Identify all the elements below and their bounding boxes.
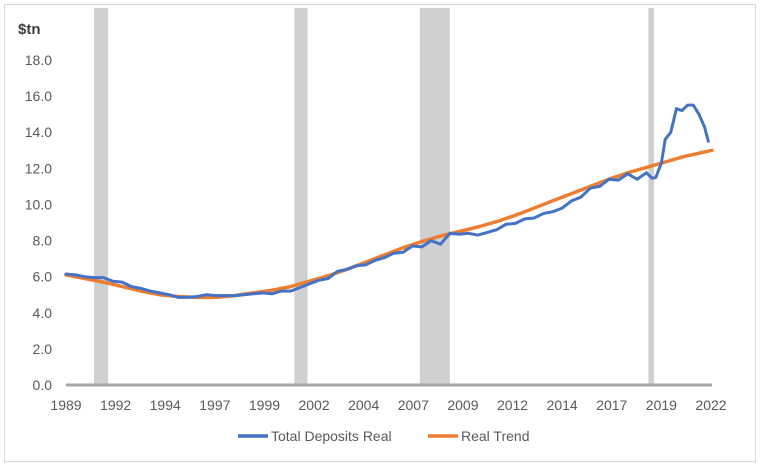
x-tick-label: 2017 xyxy=(596,397,627,413)
x-tick-label: 1994 xyxy=(150,397,181,413)
x-tick-label: 1989 xyxy=(50,397,81,413)
legend-label-1: Real Trend xyxy=(461,428,529,444)
y-tick-label: 4.0 xyxy=(33,305,53,321)
y-tick-label: 0.0 xyxy=(33,377,53,393)
y-tick-label: 10.0 xyxy=(25,196,52,212)
y-tick-label: 12.0 xyxy=(25,160,52,176)
x-tick-label: 2002 xyxy=(298,397,329,413)
y-tick-label: 8.0 xyxy=(33,233,53,249)
recession-bands xyxy=(94,8,654,385)
y-tick-label: 18.0 xyxy=(25,52,52,68)
x-tick-label: 2004 xyxy=(348,397,379,413)
x-tick-label: 2019 xyxy=(646,397,677,413)
recession-band-3 xyxy=(648,8,654,385)
y-tick-label: 14.0 xyxy=(25,124,52,140)
x-tick-label: 1992 xyxy=(100,397,131,413)
y-tick-label: 6.0 xyxy=(33,269,53,285)
x-tick-label: 2007 xyxy=(398,397,429,413)
y-axis-label: $tn xyxy=(18,21,41,38)
x-tick-label: 1997 xyxy=(199,397,230,413)
recession-band-2 xyxy=(419,8,450,385)
x-tick-label: 2012 xyxy=(497,397,528,413)
x-tick-label: 2022 xyxy=(695,397,726,413)
recession-band-0 xyxy=(94,8,109,385)
x-tick-label: 2009 xyxy=(447,397,478,413)
recession-band-1 xyxy=(294,8,308,385)
x-axis-ticks: 1989 1992 1994 1997 1999 2002 2004 2007 2009 2012… xyxy=(50,397,726,413)
x-tick-label: 1999 xyxy=(249,397,280,413)
legend: Total Deposits Real Real Trend xyxy=(238,428,529,444)
x-tick-label: 2014 xyxy=(547,397,578,413)
legend-label-0: Total Deposits Real xyxy=(271,428,392,444)
series-line-0 xyxy=(64,103,710,299)
y-tick-label: 16.0 xyxy=(25,88,52,104)
y-tick-label: 2.0 xyxy=(33,341,53,357)
y-axis-ticks: 0.0 2.0 4.0 6.0 8.0 10.0 12.0 14.0 16.0 18.0 xyxy=(25,52,52,393)
series-line-1 xyxy=(64,148,714,300)
series-lines xyxy=(64,103,714,300)
